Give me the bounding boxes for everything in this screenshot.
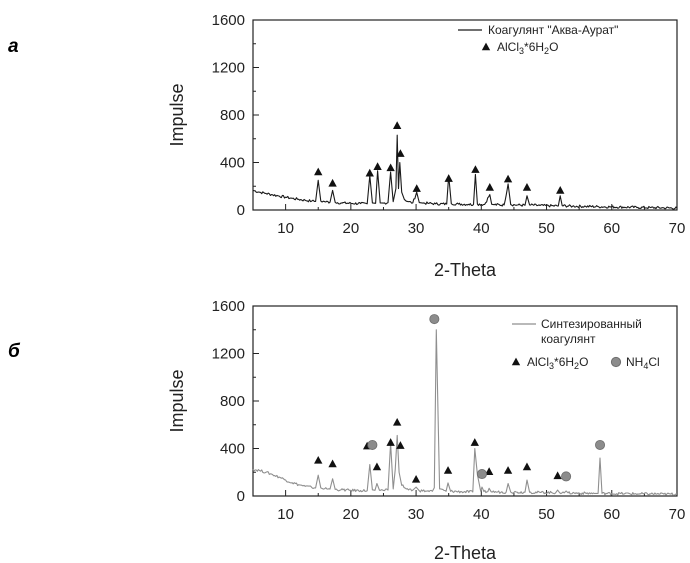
xrd-pattern-line: [252, 329, 678, 496]
alcl3-peak-marker: [314, 167, 323, 176]
legend-label-sample-b-line2: коагулянт: [541, 332, 596, 346]
panel-b-x-axis-title: 2-Theta: [434, 543, 497, 563]
x-tick-label: 20: [343, 506, 360, 523]
panel-a-axes: [252, 19, 678, 211]
panel-a-series: [252, 134, 678, 210]
alcl3-peak-marker: [470, 438, 479, 446]
x-tick-label: 50: [538, 506, 555, 523]
panel-b-ticks: 10 20 30 40 50 60 70 0 400 800 1200 1600: [212, 298, 686, 523]
legend-label-alcl3: AlCl3*6H2O: [527, 355, 588, 371]
nh4cl-peak-marker: [561, 471, 572, 482]
y-tick-label: 0: [237, 488, 245, 505]
panel-b-y-axis-title: Impulse: [167, 369, 187, 432]
y-tick-label: 800: [220, 107, 245, 124]
alcl3-peak-marker: [373, 162, 382, 170]
alcl3-peak-marker: [444, 174, 453, 182]
panel-a-ticks: 10 20 30 40 50 60 70 0 400 800 1200 1600: [212, 12, 686, 237]
alcl3-peak-marker: [365, 168, 374, 177]
alcl3-peak-marker: [411, 474, 421, 483]
alcl3-peak-marker: [396, 441, 405, 449]
panel-a-legend: Коагулянт "Аква-Аурат" AlCl3*6H2O: [458, 23, 618, 56]
y-tick-label: 400: [220, 155, 245, 172]
alcl3-peak-marker: [556, 186, 565, 194]
nh4cl-peak-marker: [367, 439, 378, 450]
x-tick-label: 30: [408, 220, 425, 237]
alcl3-peak-marker: [443, 466, 453, 474]
legend-circle-icon: [610, 356, 622, 368]
xrd-pattern-line: [252, 134, 678, 210]
alcl3-peak-marker: [392, 121, 402, 129]
panel-b-legend: Синтезированный коагулянт AlCl3*6H2O NH4…: [511, 317, 660, 371]
x-tick-label: 10: [277, 220, 294, 237]
panel-b-peak-markers: [314, 314, 606, 483]
x-tick-label: 60: [603, 506, 620, 523]
alcl3-peak-marker: [553, 471, 562, 480]
y-tick-label: 1600: [212, 298, 245, 315]
y-tick-label: 1200: [212, 346, 245, 363]
alcl3-peak-marker: [328, 178, 337, 187]
legend-label-sample-a: Коагулянт "Аква-Аурат": [488, 23, 618, 37]
legend-label-sample-b-line1: Синтезированный: [541, 317, 642, 331]
alcl3-peak-marker: [522, 183, 532, 191]
alcl3-peak-marker: [328, 459, 337, 468]
x-tick-label: 30: [408, 506, 425, 523]
legend-triangle-icon: [511, 357, 521, 366]
nh4cl-peak-marker: [476, 469, 487, 480]
legend-label-alcl3: AlCl3*6H2O: [497, 40, 558, 56]
x-tick-label: 70: [669, 506, 686, 523]
panel-label-b: б: [8, 341, 21, 362]
alcl3-peak-marker: [503, 466, 513, 474]
legend-triangle-icon: [481, 42, 491, 51]
alcl3-peak-marker: [471, 165, 480, 173]
alcl3-peak-marker: [484, 467, 494, 475]
panel-label-a: а: [8, 36, 19, 57]
alcl3-peak-marker: [392, 417, 402, 426]
alcl3-peak-marker: [386, 438, 395, 446]
panel-a-peak-markers: [314, 121, 565, 194]
y-tick-label: 800: [220, 393, 245, 410]
alcl3-peak-marker: [386, 163, 395, 172]
x-tick-label: 70: [669, 220, 686, 237]
alcl3-peak-marker: [372, 462, 382, 471]
panel-b-series: [252, 329, 678, 496]
panel-b-axes: [252, 305, 678, 497]
nh4cl-peak-marker: [595, 439, 606, 450]
y-tick-label: 0: [237, 202, 245, 219]
y-tick-label: 1600: [212, 12, 245, 29]
x-tick-label: 20: [343, 220, 360, 237]
plot-frame: [252, 19, 678, 211]
panel-a-y-axis-title: Impulse: [167, 83, 187, 146]
x-tick-label: 40: [473, 506, 490, 523]
x-tick-label: 50: [538, 220, 555, 237]
nh4cl-peak-marker: [429, 314, 440, 325]
y-tick-label: 1200: [212, 60, 245, 77]
alcl3-peak-marker: [503, 174, 513, 183]
alcl3-peak-marker: [412, 184, 421, 192]
panel-a-x-axis-title: 2-Theta: [434, 260, 497, 280]
alcl3-peak-marker: [396, 149, 405, 157]
x-tick-label: 40: [473, 220, 490, 237]
plot-frame: [252, 305, 678, 497]
y-tick-label: 400: [220, 441, 245, 458]
alcl3-peak-marker: [522, 462, 532, 471]
x-tick-label: 10: [277, 506, 294, 523]
x-tick-label: 60: [603, 220, 620, 237]
alcl3-peak-marker: [485, 183, 494, 191]
legend-label-nh4cl: NH4Cl: [626, 355, 660, 371]
alcl3-peak-marker: [314, 455, 323, 464]
